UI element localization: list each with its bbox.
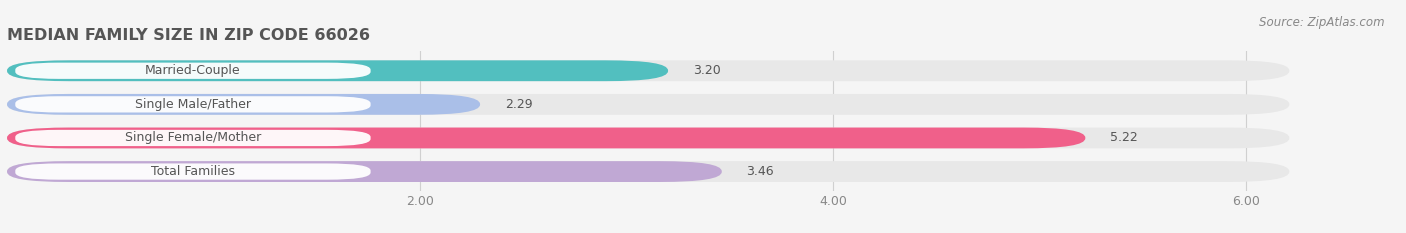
Text: 5.22: 5.22: [1111, 131, 1137, 144]
FancyBboxPatch shape: [7, 60, 1289, 81]
Text: Single Female/Mother: Single Female/Mother: [125, 131, 262, 144]
Text: Source: ZipAtlas.com: Source: ZipAtlas.com: [1260, 16, 1385, 29]
FancyBboxPatch shape: [15, 130, 371, 146]
FancyBboxPatch shape: [15, 163, 371, 180]
Text: 3.20: 3.20: [693, 64, 721, 77]
FancyBboxPatch shape: [7, 161, 721, 182]
FancyBboxPatch shape: [7, 161, 1289, 182]
Text: 2.29: 2.29: [505, 98, 533, 111]
FancyBboxPatch shape: [15, 96, 371, 113]
Text: 3.46: 3.46: [747, 165, 775, 178]
FancyBboxPatch shape: [7, 94, 479, 115]
FancyBboxPatch shape: [7, 94, 1289, 115]
Text: Married-Couple: Married-Couple: [145, 64, 240, 77]
Text: Single Male/Father: Single Male/Father: [135, 98, 250, 111]
FancyBboxPatch shape: [15, 63, 371, 79]
Text: Total Families: Total Families: [150, 165, 235, 178]
FancyBboxPatch shape: [7, 60, 668, 81]
Text: MEDIAN FAMILY SIZE IN ZIP CODE 66026: MEDIAN FAMILY SIZE IN ZIP CODE 66026: [7, 28, 370, 43]
FancyBboxPatch shape: [7, 127, 1289, 148]
FancyBboxPatch shape: [7, 127, 1085, 148]
